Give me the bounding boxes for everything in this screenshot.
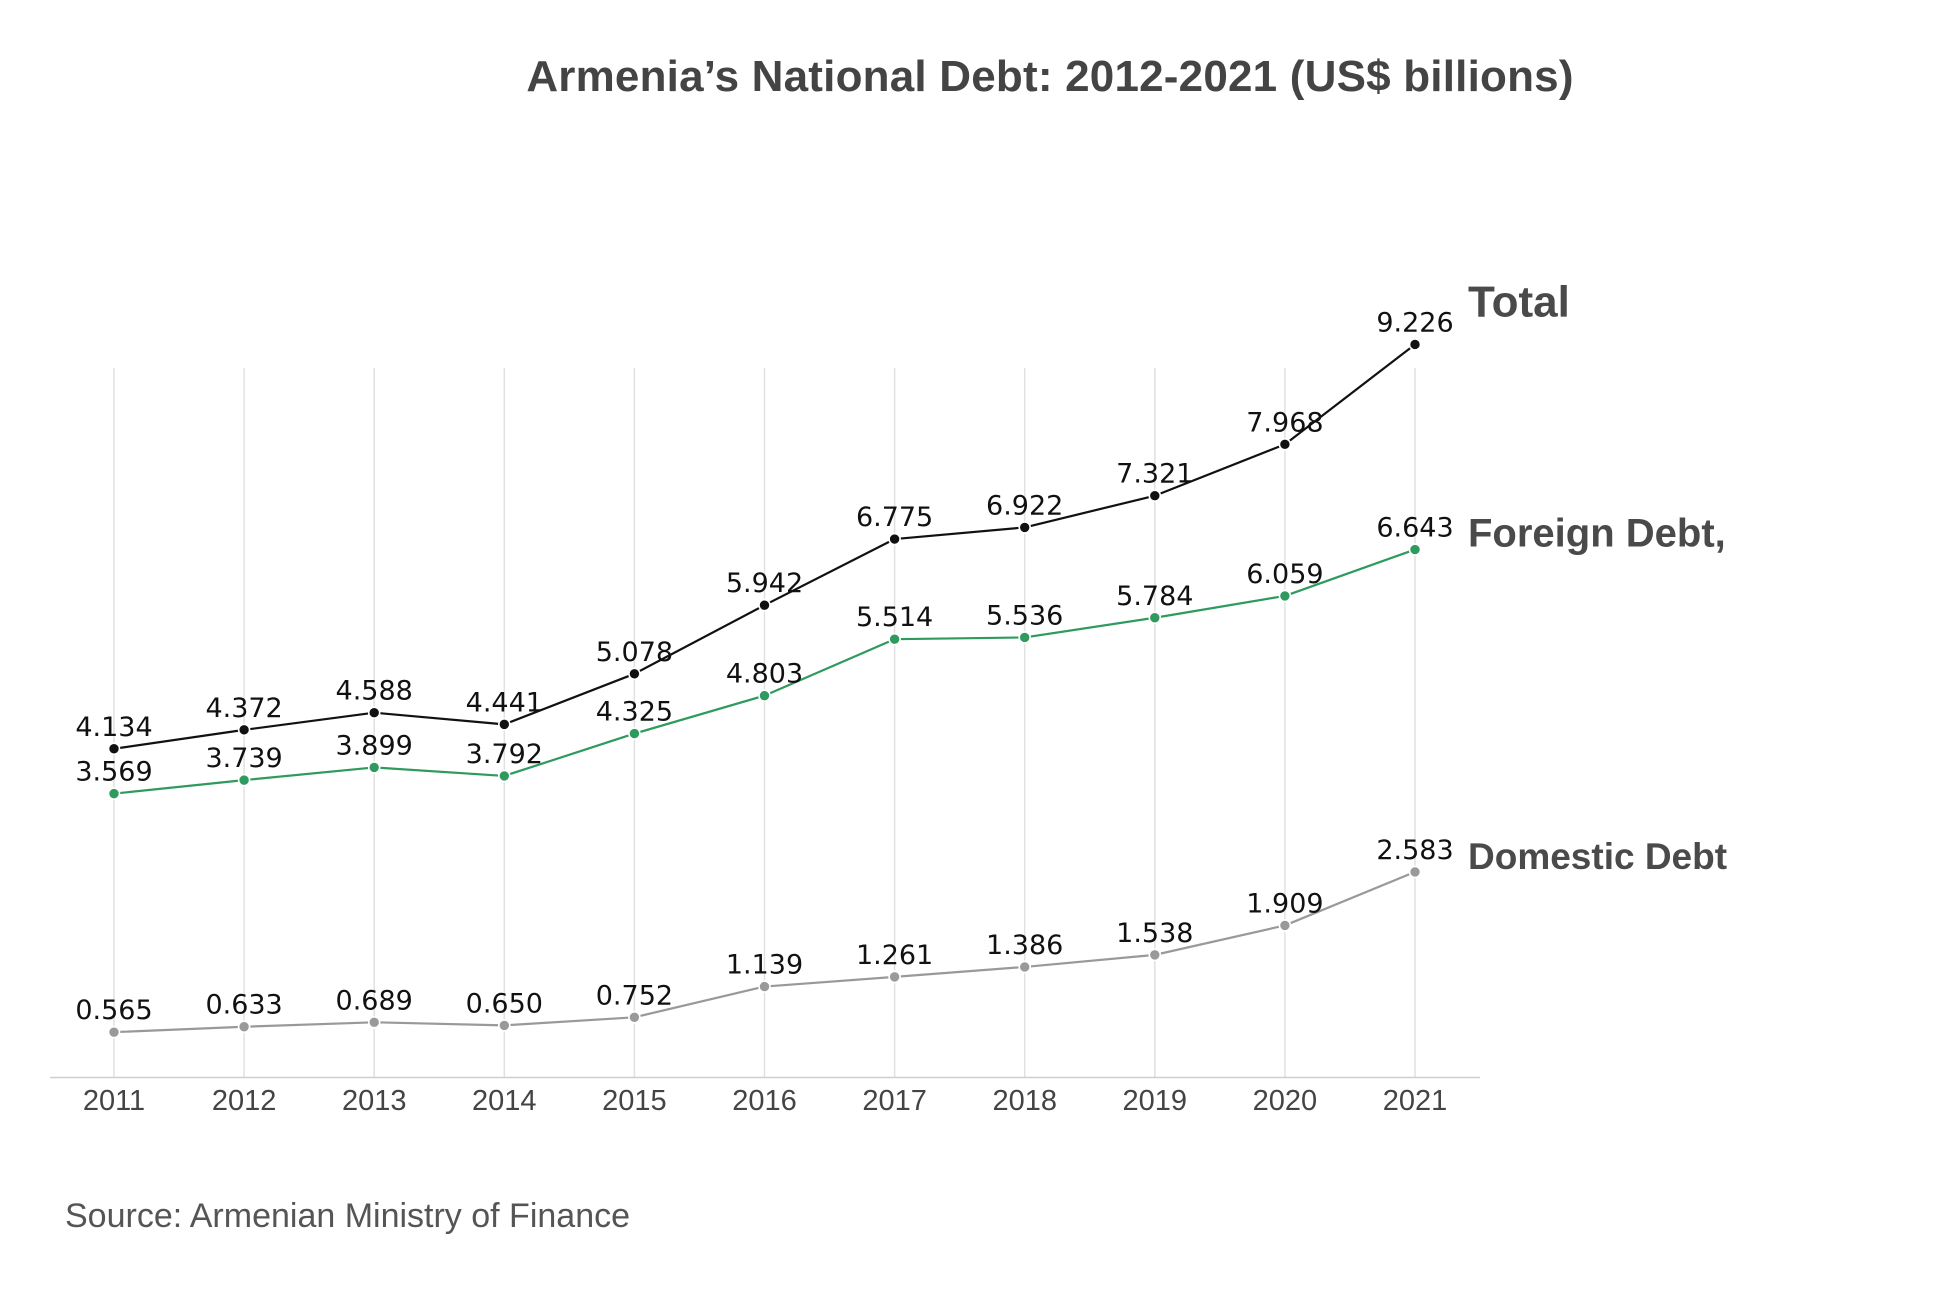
data-label: 0.633: [205, 990, 282, 1021]
data-point: [367, 1015, 381, 1029]
x-tick-label: 2014: [472, 1085, 537, 1117]
data-point: [1408, 543, 1422, 556]
data-label: 0.650: [466, 988, 543, 1019]
data-label: 3.899: [336, 730, 413, 761]
x-tick-label: 2015: [602, 1085, 667, 1117]
data-label: 4.441: [466, 687, 543, 718]
data-point: [1148, 948, 1162, 962]
data-point: [1278, 438, 1292, 451]
data-label: 3.739: [205, 743, 282, 774]
data-point: [628, 727, 641, 740]
x-tick-label: 2012: [212, 1085, 277, 1117]
data-point: [758, 980, 771, 993]
data-point: [1018, 521, 1031, 534]
data-point: [497, 1019, 511, 1032]
data-label: 1.261: [856, 940, 933, 971]
x-axis-ticks: 2011 2012 2013 2014 2015 2016 2017 2018 2019 2020…: [83, 1085, 1447, 1117]
data-label: 0.565: [75, 995, 152, 1026]
data-label: 5.942: [726, 568, 803, 599]
series-name-total: Total: [1468, 277, 1570, 326]
data-label: 5.514: [856, 602, 933, 633]
x-tick-label: 2013: [342, 1085, 407, 1117]
data-label: 2.583: [1376, 835, 1453, 866]
data-label: 0.689: [336, 985, 413, 1016]
data-point: [1278, 919, 1292, 932]
data-point: [1408, 338, 1422, 351]
grid-lines: [113, 368, 1416, 1077]
data-point: [1018, 960, 1031, 974]
data-point: [107, 1025, 121, 1039]
data-label: 6.643: [1376, 513, 1453, 544]
data-labels: 4.134 4.372 4.588 4.441 5.078 5.942 6.775 6.922…: [75, 307, 1453, 1026]
data-point: [628, 667, 641, 681]
data-label: 4.134: [75, 712, 152, 743]
series-end-labels: Total Foreign Debt, Domestic Debt: [1468, 277, 1727, 876]
x-tick-label: 2017: [862, 1085, 927, 1117]
data-label: 9.226: [1376, 307, 1453, 338]
data-label: 5.078: [596, 637, 673, 668]
data-label: 7.968: [1246, 407, 1323, 438]
x-tick-label: 2021: [1383, 1085, 1448, 1117]
series-name-domestic-debt: Domestic Debt: [1468, 836, 1727, 877]
data-point: [237, 723, 251, 737]
data-label: 5.536: [986, 600, 1063, 631]
data-label: 4.803: [726, 659, 803, 690]
x-tick-label: 2016: [732, 1085, 797, 1117]
series-name-foreign-debt: Foreign Debt,: [1468, 512, 1726, 556]
source-note: Source: Armenian Ministry of Finance: [65, 1197, 631, 1235]
chart-title: Armenia’s National Debt: 2012-2021 (US$ …: [526, 52, 1574, 101]
series-lines: [107, 338, 1422, 1039]
data-label: 0.752: [596, 980, 673, 1011]
data-point: [367, 761, 381, 774]
data-point: [888, 632, 901, 646]
data-point: [497, 718, 511, 731]
data-point: [237, 1020, 251, 1034]
data-label: 5.784: [1116, 581, 1193, 612]
data-label: 1.139: [726, 950, 803, 981]
data-label: 6.922: [986, 490, 1063, 521]
data-point: [367, 706, 381, 720]
x-tick-label: 2018: [992, 1085, 1057, 1117]
data-label: 3.792: [466, 739, 543, 770]
x-tick-label: 2020: [1253, 1085, 1318, 1117]
data-label: 1.909: [1246, 888, 1323, 919]
data-point: [497, 769, 511, 783]
data-point: [107, 742, 121, 756]
data-point: [1408, 865, 1422, 879]
data-label: 3.569: [75, 757, 152, 788]
data-label: 1.386: [986, 930, 1063, 961]
data-label: 4.372: [205, 693, 282, 724]
data-point: [1148, 489, 1162, 503]
data-point: [1018, 631, 1031, 644]
data-point: [107, 787, 121, 800]
data-point: [888, 970, 901, 984]
data-point: [1278, 589, 1292, 603]
data-label: 1.538: [1116, 918, 1193, 949]
data-point: [758, 689, 771, 702]
data-label: 7.321: [1116, 459, 1193, 490]
data-point: [758, 598, 771, 612]
data-point: [1148, 611, 1162, 625]
data-label: 4.588: [336, 676, 413, 707]
data-point: [237, 773, 251, 787]
data-point: [888, 532, 901, 546]
x-tick-label: 2011: [83, 1085, 145, 1117]
data-label: 6.775: [856, 502, 933, 533]
data-label: 4.325: [596, 697, 673, 728]
data-point: [628, 1010, 641, 1024]
x-tick-label: 2019: [1123, 1085, 1188, 1117]
data-label: 6.059: [1246, 559, 1323, 590]
